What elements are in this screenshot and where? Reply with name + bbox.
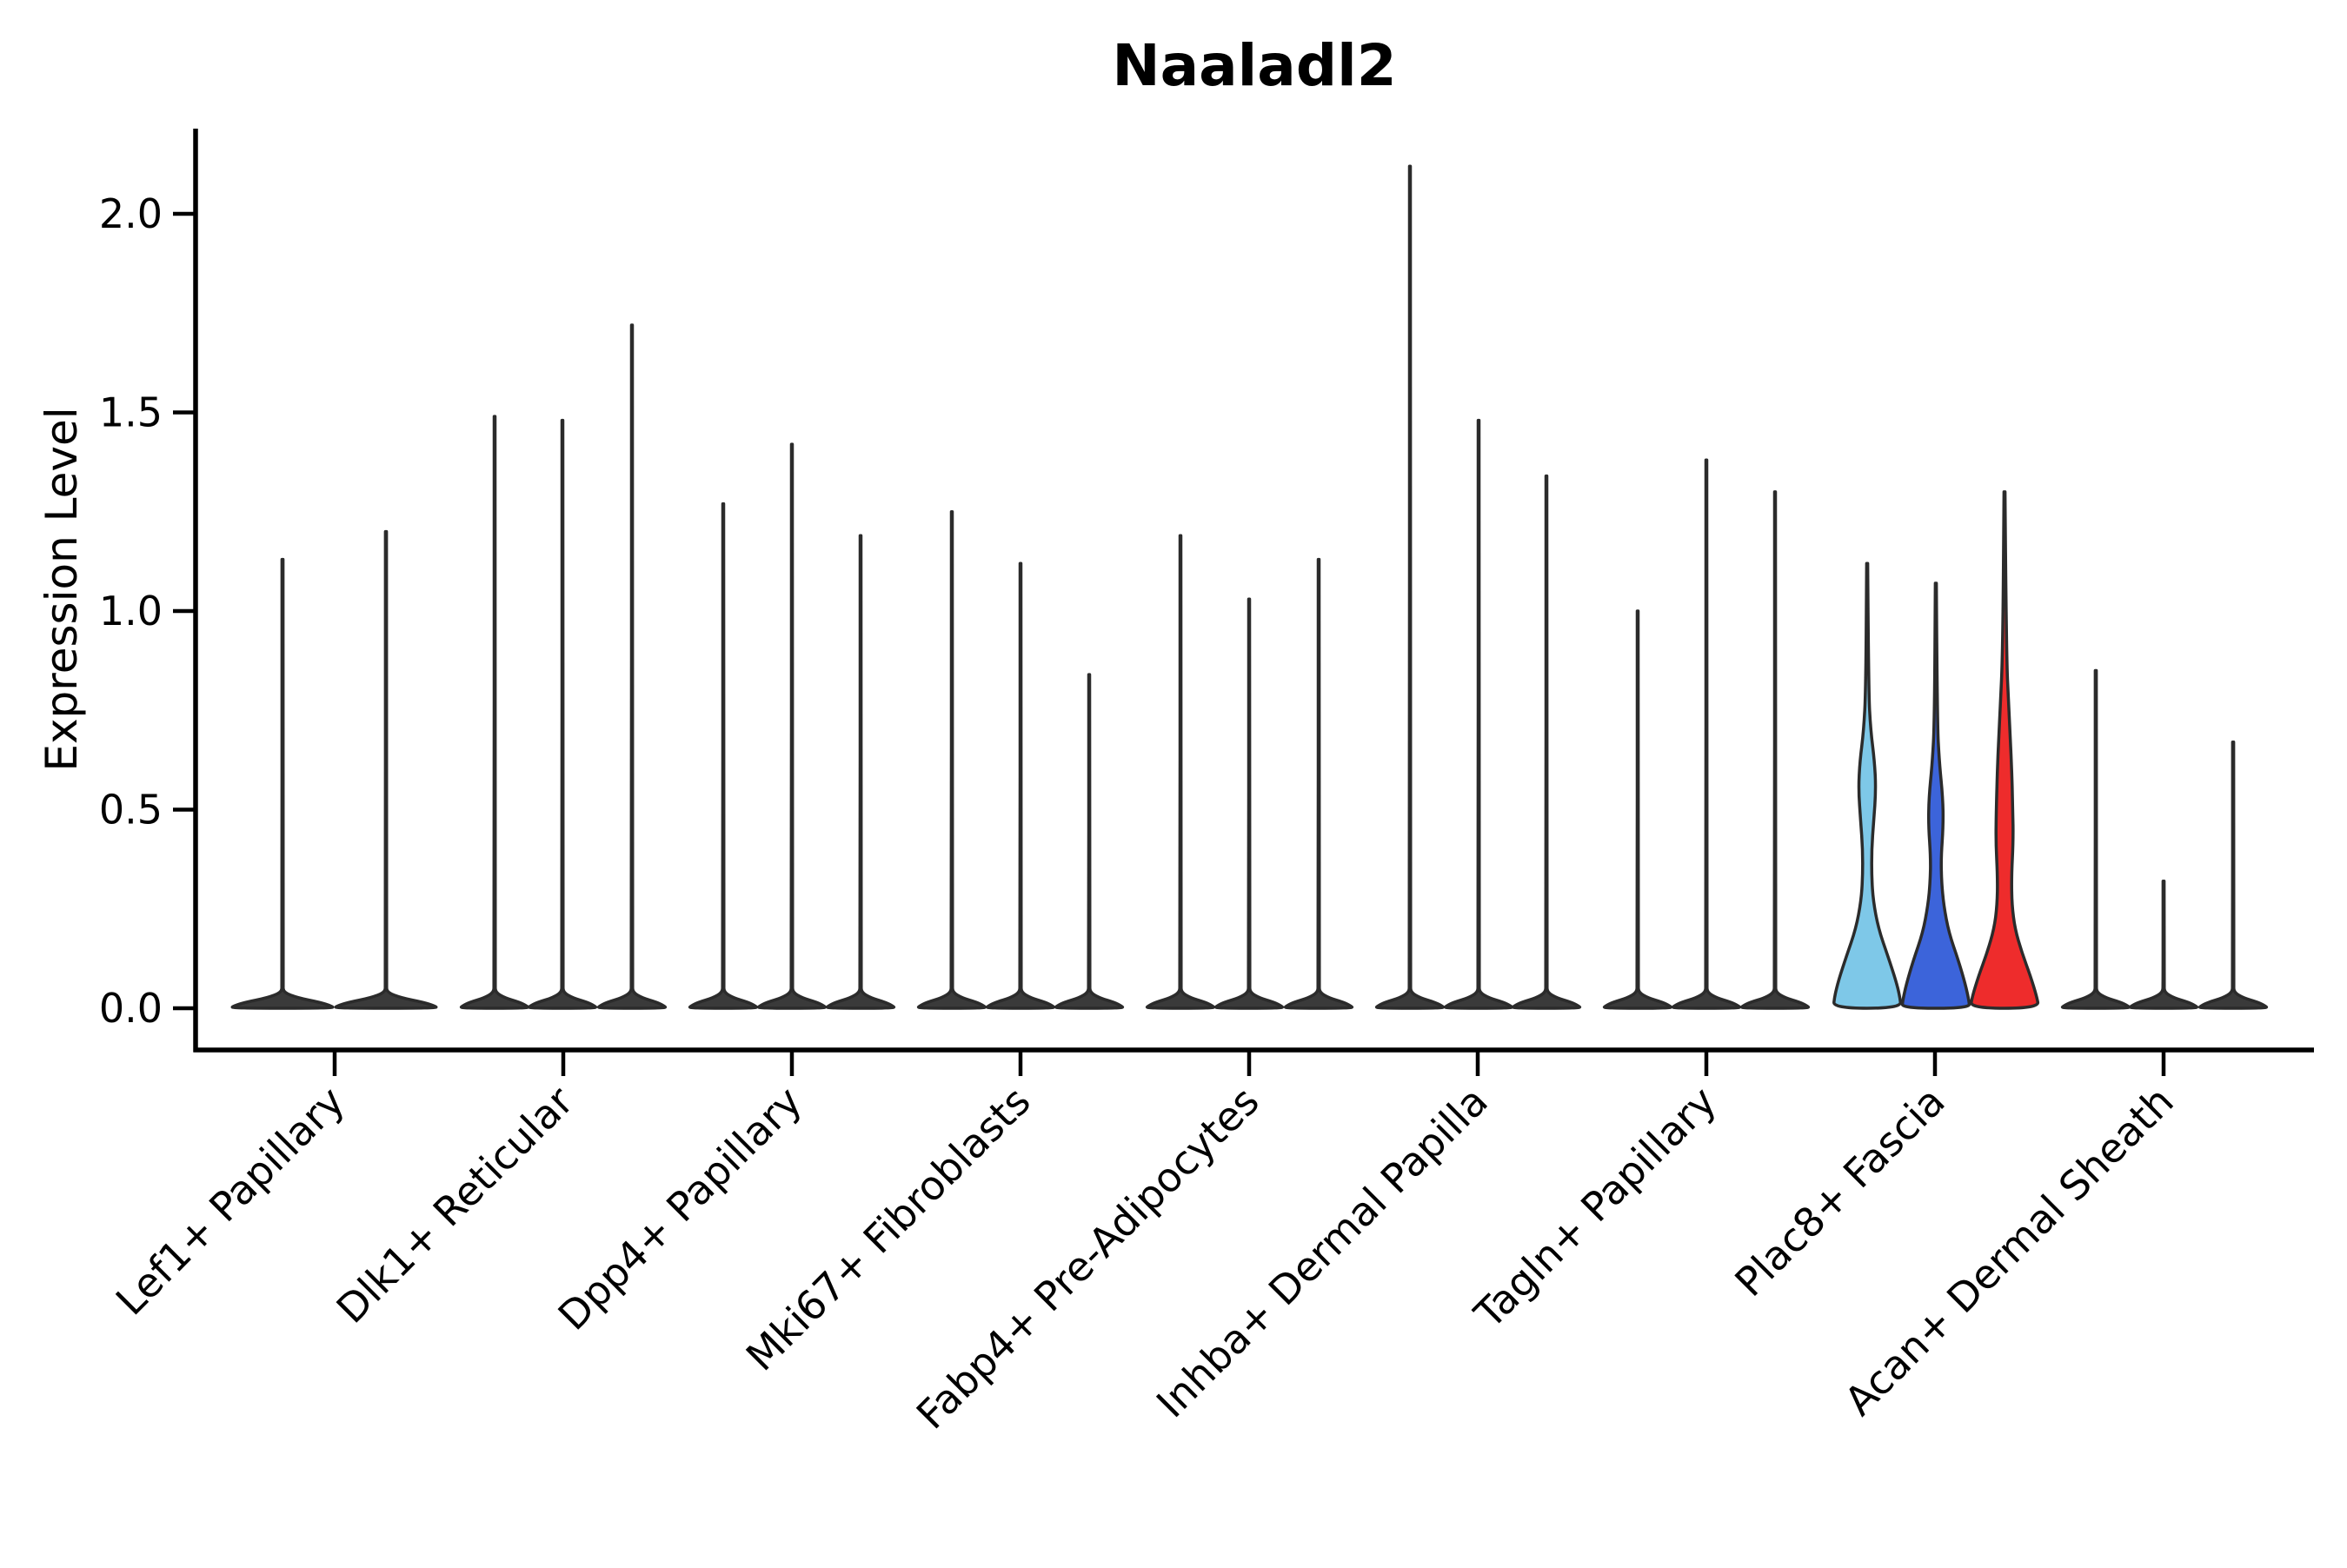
violin <box>596 323 668 1010</box>
violin <box>1145 534 1216 1010</box>
violin <box>1374 164 1446 1010</box>
violin <box>825 534 896 1010</box>
violin <box>1443 418 1514 1010</box>
violin <box>916 510 987 1010</box>
y-tick-label: 0.0 <box>99 985 163 1032</box>
violin-group <box>2060 668 2269 1010</box>
violin-group <box>688 442 896 1010</box>
chart-title: Naaladl2 <box>1112 32 1396 99</box>
violins-layer <box>230 164 2269 1010</box>
y-tick-label: 2.0 <box>99 190 163 237</box>
y-tick-label: 1.0 <box>99 588 163 635</box>
violin-group <box>459 323 668 1010</box>
violin <box>1739 490 1811 1010</box>
violin <box>1054 673 1125 1010</box>
violin <box>1511 474 1582 1010</box>
violin-group <box>230 529 438 1010</box>
violin-group <box>1145 534 1354 1010</box>
violin <box>2128 880 2199 1010</box>
violin <box>1900 581 1971 1010</box>
violin <box>1213 597 1285 1010</box>
violin <box>2060 668 2131 1010</box>
y-tick-label: 1.5 <box>99 389 163 436</box>
violin <box>2197 741 2269 1010</box>
violin <box>985 561 1056 1010</box>
y-axis-label: Expression Level <box>37 407 87 771</box>
y-tick-label: 0.5 <box>99 787 163 834</box>
violin <box>459 415 530 1010</box>
violin <box>1671 458 1742 1010</box>
violin <box>527 418 598 1010</box>
violin-group <box>1602 458 1811 1010</box>
violin <box>756 442 828 1010</box>
violin-group <box>916 510 1125 1010</box>
violin <box>1602 609 1673 1010</box>
violin-group <box>1374 164 1582 1010</box>
violin <box>1832 561 1903 1010</box>
violin <box>334 529 438 1010</box>
violin <box>688 502 759 1010</box>
violin <box>230 557 335 1010</box>
violin <box>1283 557 1354 1010</box>
violin-group <box>1832 490 2040 1010</box>
violin <box>1970 490 2040 1010</box>
